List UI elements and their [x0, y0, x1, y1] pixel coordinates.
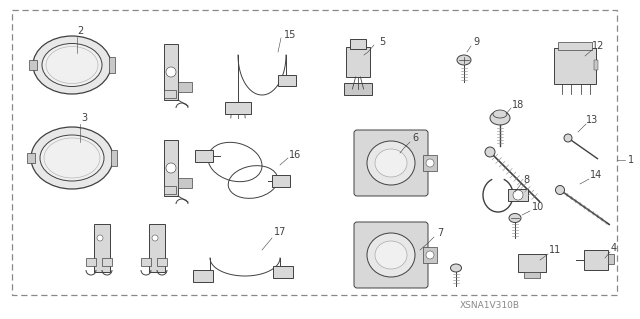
Text: 17: 17	[274, 227, 286, 237]
Bar	[423, 155, 437, 171]
Text: 4: 4	[611, 243, 617, 253]
Circle shape	[97, 235, 103, 241]
Bar	[86, 258, 96, 266]
Ellipse shape	[375, 149, 407, 177]
Ellipse shape	[457, 55, 471, 65]
Bar	[178, 82, 192, 92]
Bar	[149, 224, 165, 272]
Bar	[558, 42, 592, 50]
Text: 1: 1	[628, 155, 634, 165]
Ellipse shape	[493, 110, 507, 118]
Circle shape	[513, 190, 523, 200]
Text: 5: 5	[379, 37, 385, 47]
Bar	[272, 175, 290, 187]
Text: 3: 3	[81, 113, 87, 123]
Text: 14: 14	[590, 170, 602, 180]
Bar	[594, 60, 598, 70]
Text: 18: 18	[512, 100, 524, 110]
Bar	[111, 150, 117, 166]
Ellipse shape	[40, 135, 104, 181]
Ellipse shape	[367, 141, 415, 185]
Bar	[608, 254, 614, 264]
Bar	[423, 247, 437, 263]
Bar	[141, 258, 151, 266]
Bar	[164, 186, 176, 194]
Ellipse shape	[42, 43, 102, 86]
Bar	[164, 44, 178, 100]
Ellipse shape	[509, 213, 521, 222]
Text: 2: 2	[77, 26, 83, 36]
Bar	[102, 258, 112, 266]
Text: 7: 7	[437, 228, 443, 238]
Text: 16: 16	[289, 150, 301, 160]
Bar	[27, 153, 35, 163]
Text: 13: 13	[586, 115, 598, 125]
Ellipse shape	[490, 111, 510, 125]
Bar	[344, 83, 372, 95]
Ellipse shape	[367, 233, 415, 277]
Text: XSNA1V310B: XSNA1V310B	[460, 300, 520, 309]
Bar	[273, 266, 293, 278]
Bar	[518, 254, 546, 272]
Bar	[109, 57, 115, 73]
Bar	[350, 39, 366, 49]
Text: 15: 15	[284, 30, 296, 40]
Bar	[178, 178, 192, 188]
Bar	[12, 10, 617, 295]
Bar	[554, 48, 596, 84]
Circle shape	[426, 159, 434, 167]
Ellipse shape	[556, 186, 564, 195]
Text: 9: 9	[473, 37, 479, 47]
Bar	[29, 60, 37, 70]
Circle shape	[152, 235, 158, 241]
Ellipse shape	[31, 127, 113, 189]
Bar	[94, 224, 110, 272]
Bar	[193, 270, 213, 282]
Bar	[195, 150, 213, 162]
Circle shape	[426, 251, 434, 259]
Ellipse shape	[564, 134, 572, 142]
FancyBboxPatch shape	[354, 130, 428, 196]
Text: 8: 8	[523, 175, 529, 185]
Bar	[524, 272, 540, 278]
Bar	[508, 189, 528, 201]
Circle shape	[166, 163, 176, 173]
Text: 12: 12	[592, 41, 604, 51]
Text: 10: 10	[532, 202, 544, 212]
Text: 11: 11	[549, 245, 561, 255]
Bar	[164, 140, 178, 196]
FancyBboxPatch shape	[354, 222, 428, 288]
Bar	[225, 102, 251, 114]
Bar	[346, 47, 370, 77]
Bar	[584, 250, 608, 270]
Circle shape	[166, 67, 176, 77]
Bar	[278, 75, 296, 86]
Ellipse shape	[451, 264, 461, 272]
Ellipse shape	[375, 241, 407, 269]
Ellipse shape	[485, 147, 495, 157]
Bar	[164, 90, 176, 98]
Text: 6: 6	[412, 133, 418, 143]
Ellipse shape	[33, 36, 111, 94]
Bar	[157, 258, 167, 266]
